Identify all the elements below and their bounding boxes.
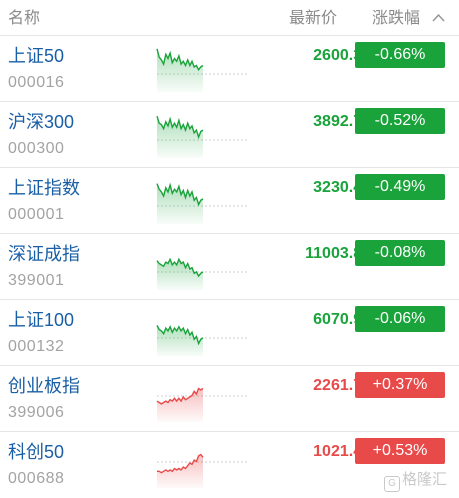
sparkline-line [156,387,204,405]
index-name[interactable]: 深证成指 [8,244,80,264]
sparkline-line [157,453,204,474]
index-code: 000001 [8,206,65,223]
index-code: 000300 [8,140,65,157]
sparkline-chart [156,115,247,158]
index-name[interactable]: 上证100 [8,310,75,330]
index-code: 000132 [8,338,65,355]
index-code: 000016 [8,74,65,91]
sparkline-chart [157,453,247,488]
watermark: G 格隆汇 [384,470,447,492]
change-badge: -0.66% [355,42,445,68]
sparkline-line [156,257,204,278]
list-item[interactable]: 上证指数 000001 3230.47 -0.49% [0,168,459,234]
sparkline-chart [156,387,247,422]
chevron-up-icon[interactable] [432,13,445,22]
list-item[interactable]: 上证100 000132 6070.90 -0.06% [0,300,459,366]
change-badge: -0.52% [355,108,445,134]
index-code: 000688 [8,470,65,487]
change-badge: -0.06% [355,306,445,332]
sparkline-chart [156,324,247,356]
index-name[interactable]: 科创50 [8,442,65,462]
change-badge: +0.37% [355,372,445,398]
index-code: 399006 [8,404,65,421]
index-code: 399001 [8,272,65,289]
change-badge: -0.49% [355,174,445,200]
sparkline-chart [156,257,247,290]
index-list: 上证50 000016 2600.32 -0.66% 沪深300 000300 3892.7… [0,36,459,498]
index-name[interactable]: 创业板指 [8,376,80,396]
sparkline-chart [156,182,247,224]
latest-price: 11003.88 [305,245,371,262]
change-badge: +0.53% [355,438,445,464]
sparkline-area [157,259,203,290]
watermark-text: 格隆汇 [402,471,448,488]
list-item[interactable]: 科创50 000688 1021.48 +0.53% [0,432,459,498]
sparkline-line [156,324,204,346]
list-item[interactable]: 上证50 000016 2600.32 -0.66% [0,36,459,102]
sparkline-line [156,48,204,71]
header-change-label[interactable]: 涨跌幅 [372,10,421,27]
sparkline-area [157,388,203,422]
change-badge: -0.08% [355,240,445,266]
index-name[interactable]: 上证50 [8,46,65,66]
header-name-label: 名称 [8,10,41,27]
sparkline-area [157,454,203,488]
sparkline-line [156,115,204,140]
list-item[interactable]: 深证成指 399001 11003.88 -0.08% [0,234,459,300]
list-item[interactable]: 沪深300 000300 3892.79 -0.52% [0,102,459,168]
g-logo-icon: G [384,476,400,492]
index-name[interactable]: 上证指数 [8,178,80,198]
index-name[interactable]: 沪深300 [8,112,75,132]
sparkline-area [157,48,203,92]
list-item[interactable]: 创业板指 399006 2261.72 +0.37% [0,366,459,432]
table-header: 名称 最新价 涨跌幅 [0,0,459,36]
sparkline-chart [156,48,247,92]
sparkline-line [156,182,204,207]
header-price-label[interactable]: 最新价 [289,10,338,27]
